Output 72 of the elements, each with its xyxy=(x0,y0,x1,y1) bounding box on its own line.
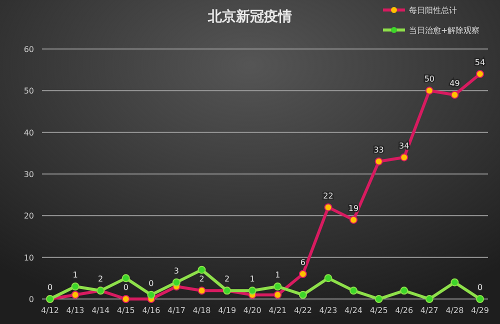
y-tick-label: 50 xyxy=(24,86,34,96)
point xyxy=(274,290,282,299)
x-tick-label: 4/14 xyxy=(92,306,110,315)
point xyxy=(172,278,180,286)
point xyxy=(324,203,332,212)
legend-label: 当日治愈+解除观察 xyxy=(409,26,480,35)
point xyxy=(425,86,434,95)
point xyxy=(425,295,434,303)
point xyxy=(274,282,282,290)
data-label: 1 xyxy=(250,274,255,284)
data-label: 54 xyxy=(474,58,486,67)
data-label: 1 xyxy=(72,270,78,280)
data-label: 1 xyxy=(275,270,280,280)
point xyxy=(324,274,332,282)
data-label: 2 xyxy=(224,274,230,284)
point xyxy=(374,295,383,303)
data-label: 2 xyxy=(98,274,104,284)
x-tick-label: 4/19 xyxy=(218,306,236,315)
data-label: 0 xyxy=(123,283,128,292)
point xyxy=(450,278,459,286)
x-tick-label: 4/16 xyxy=(142,306,160,315)
point xyxy=(400,153,408,162)
x-tick-label: 4/12 xyxy=(41,306,59,315)
x-tick-label: 4/27 xyxy=(420,306,438,315)
point xyxy=(248,286,256,295)
data-label: 6 xyxy=(300,258,306,267)
point xyxy=(298,270,307,278)
point xyxy=(400,286,408,295)
point xyxy=(476,295,484,303)
point xyxy=(71,290,80,299)
data-label: 0 xyxy=(148,278,154,288)
x-tick-label: 4/17 xyxy=(167,306,186,315)
x-tick-label: 4/29 xyxy=(471,306,489,315)
data-label: 2 xyxy=(199,274,204,284)
x-tick-label: 4/18 xyxy=(192,306,211,315)
point xyxy=(450,90,459,99)
x-tick-label: 4/28 xyxy=(446,306,464,315)
point xyxy=(350,216,358,224)
x-tick-label: 4/15 xyxy=(116,306,135,315)
point xyxy=(147,290,156,299)
data-label: 49 xyxy=(450,78,460,88)
point xyxy=(198,266,206,274)
x-tick-label: 4/26 xyxy=(395,306,414,315)
legend-label: 每日阳性总计 xyxy=(409,6,457,15)
x-tick-label: 4/22 xyxy=(294,306,312,315)
data-label: 0 xyxy=(47,283,53,292)
point xyxy=(350,286,358,295)
point xyxy=(198,286,206,295)
point xyxy=(374,158,383,166)
y-tick-label: 20 xyxy=(24,212,34,221)
data-label: 22 xyxy=(323,191,334,200)
y-tick-label: 0 xyxy=(28,295,34,304)
point xyxy=(71,282,80,290)
y-tick-label: 10 xyxy=(24,253,34,262)
x-tick-label: 4/21 xyxy=(268,306,287,315)
data-label: 33 xyxy=(374,146,384,154)
point xyxy=(476,70,484,78)
point xyxy=(298,290,307,299)
data-label: 0 xyxy=(477,283,483,292)
x-tick-label: 4/23 xyxy=(319,306,338,315)
x-tick-label: 4/25 xyxy=(370,306,388,315)
y-tick-label: 40 xyxy=(24,128,34,138)
point xyxy=(122,295,130,303)
x-tick-label: 4/24 xyxy=(344,306,363,315)
y-tick-label: 60 xyxy=(24,45,34,54)
data-label: 3 xyxy=(174,266,180,276)
data-label: 50 xyxy=(424,74,435,84)
y-tick-label: 30 xyxy=(24,170,34,179)
chart-title: 北京新冠疫情 xyxy=(207,8,292,25)
point xyxy=(122,274,130,282)
x-tick-label: 4/13 xyxy=(66,306,84,315)
x-tick-label: 4/20 xyxy=(243,306,262,315)
